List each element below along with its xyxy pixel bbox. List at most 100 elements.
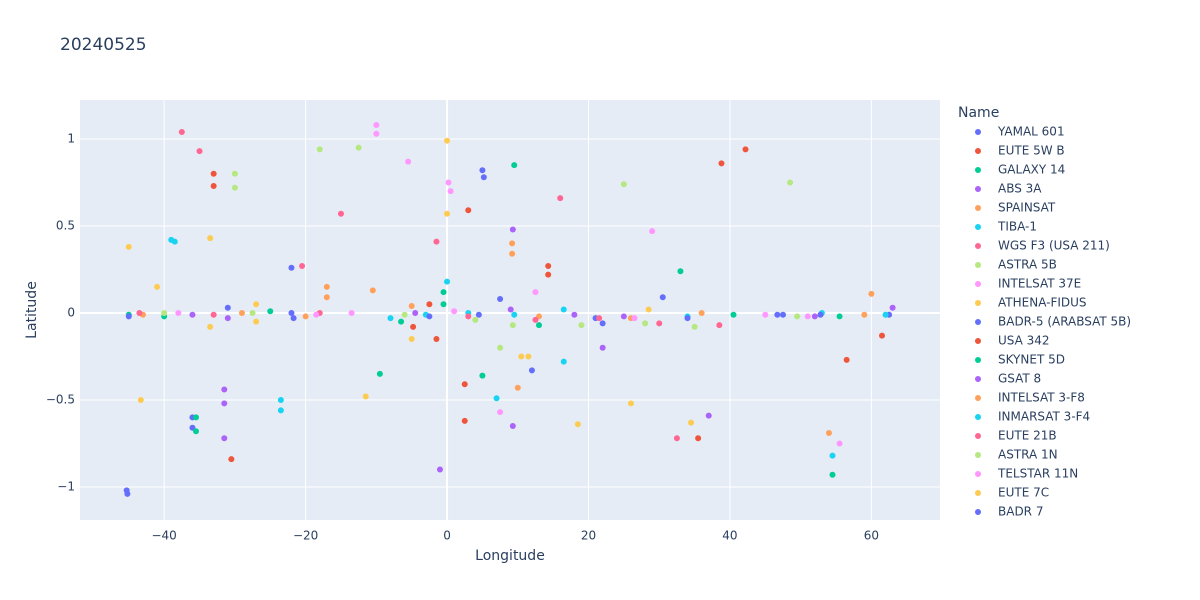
point <box>829 452 836 459</box>
point <box>705 412 712 419</box>
point <box>192 414 199 421</box>
point <box>277 396 284 403</box>
legend-marker <box>975 395 981 401</box>
point <box>509 322 516 329</box>
point <box>677 268 684 275</box>
point <box>224 304 231 311</box>
point <box>125 243 132 250</box>
y-axis-title: Latitude <box>24 281 40 339</box>
point <box>532 316 539 323</box>
point <box>154 283 161 290</box>
point <box>465 207 472 214</box>
point <box>323 294 330 301</box>
point <box>645 306 652 313</box>
point <box>440 301 447 308</box>
point <box>224 315 231 322</box>
point <box>323 283 330 290</box>
point <box>479 372 486 379</box>
legend-label: EUTE 7C <box>998 486 1049 500</box>
point <box>525 353 532 360</box>
point <box>313 311 320 318</box>
x-tick-label: −20 <box>293 529 318 543</box>
legend-marker <box>975 262 981 268</box>
point <box>762 311 769 318</box>
point <box>137 396 144 403</box>
point <box>480 174 487 181</box>
point <box>444 137 451 144</box>
legend-marker <box>975 509 981 515</box>
point <box>684 315 691 322</box>
point <box>691 323 698 330</box>
point <box>221 386 228 393</box>
point <box>178 129 185 136</box>
point <box>192 428 199 435</box>
point <box>829 471 836 478</box>
point <box>465 313 472 320</box>
point <box>445 179 452 186</box>
point <box>408 336 415 343</box>
point <box>649 228 656 235</box>
legend-label: ASTRA 5B <box>998 258 1057 272</box>
point <box>316 146 323 153</box>
point <box>290 315 297 322</box>
point <box>408 302 415 309</box>
point <box>511 162 518 169</box>
legend-marker <box>975 376 981 382</box>
point <box>373 122 380 129</box>
point <box>518 353 525 360</box>
point <box>557 195 564 202</box>
point <box>398 318 405 325</box>
point <box>426 301 433 308</box>
point <box>560 358 567 365</box>
point <box>836 440 843 447</box>
point <box>509 240 516 247</box>
point <box>545 262 552 269</box>
legend-label: SKYNET 5D <box>998 353 1065 367</box>
point <box>843 356 850 363</box>
point <box>410 323 417 330</box>
legend-marker <box>975 319 981 325</box>
point <box>124 490 131 497</box>
point <box>716 322 723 329</box>
point <box>196 148 203 155</box>
point <box>532 289 539 296</box>
point <box>695 435 702 442</box>
point <box>545 271 552 278</box>
point <box>698 309 705 316</box>
point <box>688 419 695 426</box>
legend-label: GSAT 8 <box>998 372 1041 386</box>
point <box>376 370 383 377</box>
point <box>337 210 344 217</box>
point <box>475 311 482 318</box>
point <box>405 158 412 165</box>
point <box>535 322 542 329</box>
point <box>804 313 811 320</box>
point <box>412 309 419 316</box>
point <box>136 309 143 316</box>
point <box>231 170 238 177</box>
legend-marker <box>975 186 981 192</box>
legend-label: INTELSAT 3-F8 <box>998 391 1085 405</box>
point <box>472 316 479 323</box>
x-axis-title: Longitude <box>475 548 545 564</box>
point <box>288 309 295 316</box>
point <box>509 250 516 257</box>
point <box>444 210 451 217</box>
legend-marker <box>975 167 981 173</box>
point <box>207 323 214 330</box>
point <box>507 306 514 313</box>
point <box>161 309 168 316</box>
point <box>479 167 486 174</box>
point <box>599 344 606 351</box>
point <box>299 262 306 269</box>
point <box>210 311 217 318</box>
legend-label: BADR-5 (ARABSAT 5B) <box>998 315 1131 329</box>
legend-label: SPAINSAT <box>998 201 1056 215</box>
point <box>373 130 380 137</box>
point <box>836 313 843 320</box>
legend-marker <box>975 300 981 306</box>
point <box>868 290 875 297</box>
point <box>718 160 725 167</box>
point <box>574 421 581 428</box>
